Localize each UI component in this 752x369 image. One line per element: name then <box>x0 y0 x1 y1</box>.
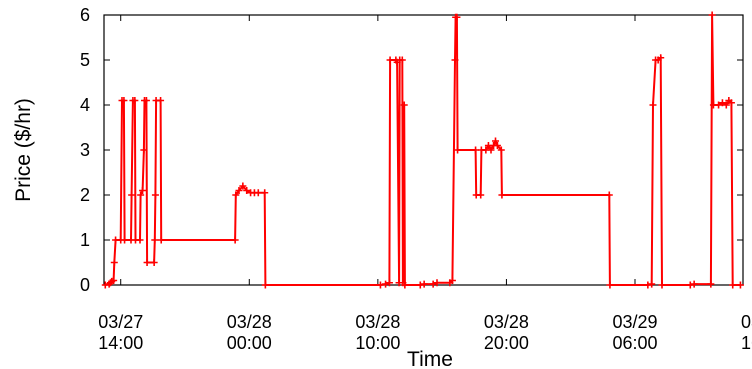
price-point-marker <box>433 279 441 287</box>
price-point-marker <box>110 259 118 266</box>
price-point-marker <box>722 101 730 109</box>
y-tick-label: 2 <box>80 185 90 205</box>
price-point-marker <box>231 236 239 244</box>
price-point-marker <box>729 281 737 289</box>
price-point-marker <box>150 259 158 266</box>
price-point-marker <box>497 146 505 154</box>
x-tick-label-time: 14:00 <box>98 333 143 353</box>
x-tick-label-time: 06:00 <box>612 333 657 353</box>
x-tick-label-date: 03/28 <box>355 312 400 332</box>
price-point-marker <box>120 97 128 104</box>
plot-frame <box>103 14 744 286</box>
price-point-marker <box>658 281 666 289</box>
price-point-marker <box>648 280 656 288</box>
x-tick-label-time: 00:00 <box>227 333 272 353</box>
price-point-marker <box>401 281 409 289</box>
price-point-marker <box>690 280 698 288</box>
price-point-marker <box>416 281 424 289</box>
price-point-marker <box>157 236 165 244</box>
price-point-marker <box>400 101 408 109</box>
y-tick-label: 1 <box>80 230 90 250</box>
y-tick-label: 6 <box>80 5 90 25</box>
price-point-marker <box>649 101 657 109</box>
price-point-marker <box>429 280 437 288</box>
price-point-marker <box>110 277 118 284</box>
y-tick-label: 4 <box>80 95 90 115</box>
plot-area <box>101 11 744 289</box>
price-point-marker <box>498 191 506 199</box>
price-point-marker <box>101 281 109 289</box>
price-point-marker <box>492 137 499 145</box>
x-axis: 03/2714:0003/2800:0003/2810:0003/2820:00… <box>98 15 752 353</box>
price-point-marker <box>376 281 384 289</box>
x-axis-title: Time <box>407 348 453 369</box>
price-point-marker <box>239 182 247 190</box>
price-point-marker <box>151 236 159 244</box>
price-point-marker <box>131 97 139 104</box>
price-point-marker <box>142 97 150 104</box>
price-point-marker <box>128 191 136 199</box>
price-point-marker <box>139 187 147 194</box>
price-point-marker <box>718 99 726 107</box>
price-point-marker <box>254 189 262 197</box>
price-point-marker <box>398 56 406 64</box>
price-point-marker <box>736 281 744 289</box>
price-point-marker <box>727 99 735 107</box>
y-axis-title: Price ($/hr) <box>12 98 35 202</box>
x-tick-label-date: 03/29 <box>612 312 657 332</box>
price-point-marker <box>454 146 462 154</box>
price-point-marker <box>606 281 614 289</box>
price-point-marker <box>715 101 723 109</box>
price-point-marker <box>235 187 243 194</box>
price-point-marker <box>261 189 269 197</box>
price-point-marker <box>143 259 151 266</box>
price-point-marker <box>140 146 148 154</box>
price-series-line <box>105 14 741 286</box>
y-tick-label: 5 <box>80 50 90 70</box>
price-point-marker <box>232 191 240 199</box>
price-point-marker <box>686 281 694 289</box>
x-tick-label-date: 03/28 <box>227 312 272 332</box>
price-point-marker <box>157 97 165 104</box>
price-point-marker <box>151 191 159 199</box>
price-point-marker <box>487 146 495 154</box>
price-point-marker <box>385 279 393 287</box>
price-point-marker <box>451 56 459 64</box>
price-point-marker <box>382 280 390 288</box>
y-axis: 0 1 2 3 4 5 6 <box>80 5 743 295</box>
price-point-marker <box>137 191 145 199</box>
x-tick-label-date: 03/28 <box>484 312 529 332</box>
price-point-marker <box>493 142 501 149</box>
price-point-marker <box>605 191 613 199</box>
price-point-marker <box>708 11 716 19</box>
price-point-marker <box>453 13 461 21</box>
x-tick-label-date: 03/29 <box>741 312 752 332</box>
price-point-marker <box>136 236 144 244</box>
y-tick-label: 3 <box>80 140 90 160</box>
y-tick-label: 0 <box>80 275 90 295</box>
price-point-marker <box>707 280 715 288</box>
price-point-marker <box>448 277 456 284</box>
price-point-marker <box>477 191 485 199</box>
x-tick-label-date: 03/27 <box>98 312 143 332</box>
price-point-marker <box>243 187 251 194</box>
x-tick-label-time: 16:00 <box>741 333 752 353</box>
price-point-marker <box>261 281 269 289</box>
price-point-marker <box>420 280 428 288</box>
x-tick-label-time: 10:00 <box>355 333 400 353</box>
x-tick-label-time: 20:00 <box>484 333 529 353</box>
price-point-marker <box>657 54 665 62</box>
price-point-marker <box>121 236 129 244</box>
price-point-marker <box>644 281 652 289</box>
